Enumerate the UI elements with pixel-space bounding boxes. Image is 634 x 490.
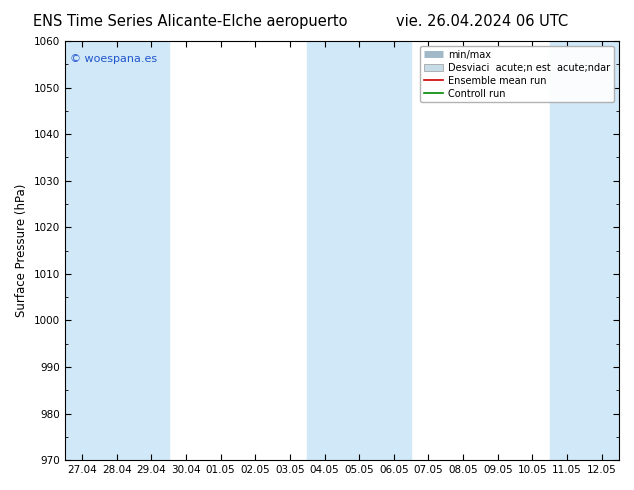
Y-axis label: Surface Pressure (hPa): Surface Pressure (hPa): [15, 184, 28, 318]
Text: vie. 26.04.2024 06 UTC: vie. 26.04.2024 06 UTC: [396, 14, 568, 29]
Bar: [307, 41, 411, 460]
Text: © woespana.es: © woespana.es: [70, 53, 157, 64]
Text: ENS Time Series Alicante-Elche aeropuerto: ENS Time Series Alicante-Elche aeropuert…: [33, 14, 347, 29]
Legend: min/max, Desviaci  acute;n est  acute;ndar, Ensemble mean run, Controll run: min/max, Desviaci acute;n est acute;ndar…: [420, 46, 614, 102]
Bar: [550, 41, 619, 460]
Bar: [65, 41, 169, 460]
